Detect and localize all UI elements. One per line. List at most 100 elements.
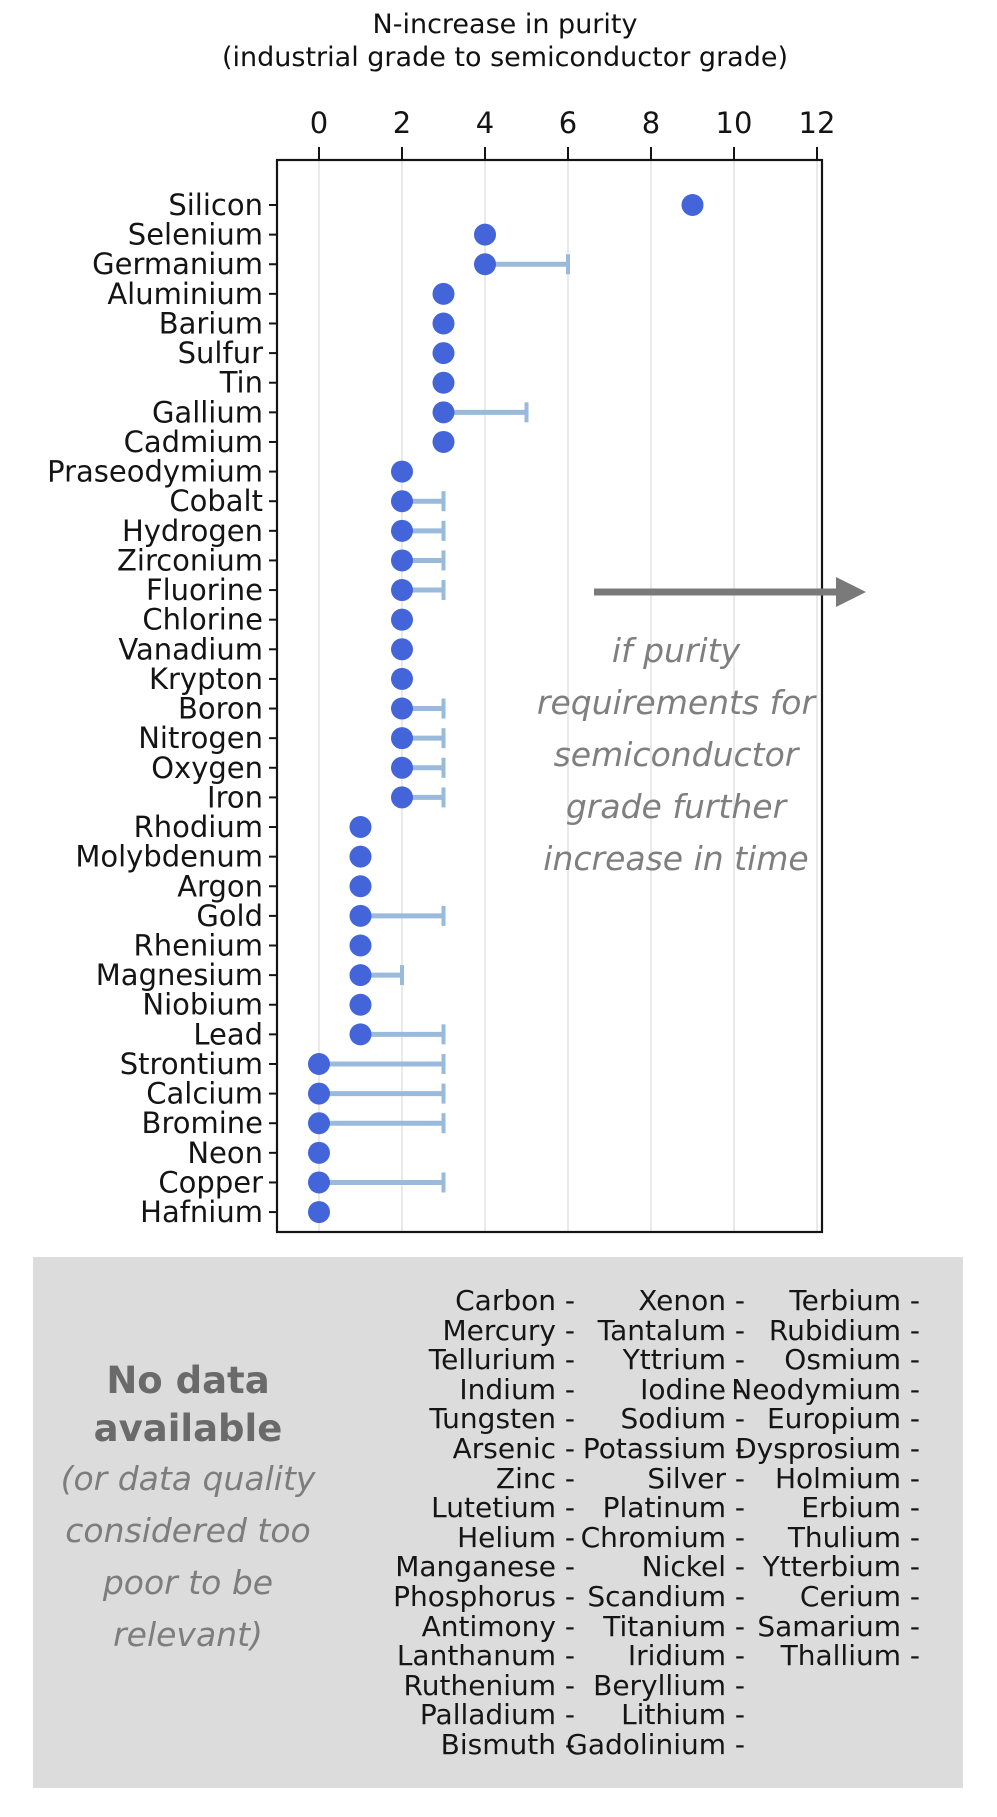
data-dot: [474, 253, 496, 276]
no-data-item: Nickel -: [641, 1550, 745, 1584]
no-data-item: Gadolinium -: [566, 1727, 745, 1761]
no-data-item: Rubidium -: [768, 1313, 920, 1347]
data-dot: [349, 1023, 372, 1046]
row-label: Copper: [158, 1165, 263, 1199]
data-dot: [391, 697, 413, 720]
no-data-item: Neodymium -: [731, 1372, 920, 1406]
no-data-item: Mercury -: [442, 1313, 575, 1347]
x-tick-label: 10: [716, 106, 753, 140]
no-data-item: Zinc -: [495, 1461, 575, 1495]
no-data-item: Indium -: [459, 1372, 575, 1406]
row-label: Oxygen: [151, 751, 263, 785]
no-data-item: Carbon -: [455, 1284, 575, 1317]
no-data-item: Ytterbium -: [762, 1550, 920, 1584]
row-label: Lead: [193, 1017, 263, 1051]
row-label: Cadmium: [124, 425, 263, 459]
data-dot: [349, 964, 372, 987]
row-label: Cobalt: [169, 484, 263, 518]
data-dot: [391, 638, 413, 661]
no-data-item: Platinum -: [602, 1491, 745, 1525]
no-data-panel: No data available (or data quality consi…: [33, 1257, 963, 1788]
chart-title: N-increase in purity (industrial grade t…: [200, 8, 810, 74]
x-tick-label: 4: [476, 106, 494, 140]
row-label: Selenium: [128, 218, 263, 252]
row-label: Neon: [187, 1136, 263, 1170]
data-dot: [432, 430, 455, 453]
data-dot: [391, 490, 413, 513]
no-data-item: Sodium -: [620, 1402, 745, 1436]
data-dot: [391, 727, 413, 750]
data-dot: [349, 875, 372, 898]
no-data-item: Iodine -: [640, 1372, 745, 1406]
data-dot: [308, 1082, 330, 1105]
no-data-item: Ruthenium -: [403, 1668, 575, 1702]
no-data-item: Silver -: [647, 1461, 745, 1495]
annotation-line: if purity: [612, 631, 741, 670]
no-data-item: Potassium -: [582, 1431, 745, 1465]
data-dot: [432, 312, 455, 335]
data-dot: [432, 401, 455, 424]
row-label: Nitrogen: [138, 721, 263, 755]
data-dot: [349, 934, 372, 957]
no-data-item: Phosphorus -: [393, 1579, 575, 1613]
no-data-item: Arsenic -: [452, 1431, 575, 1465]
chart-title-line1: N-increase in purity: [372, 9, 638, 40]
no-data-item: Samarium -: [757, 1609, 920, 1643]
no-data-item: Tungsten -: [429, 1402, 575, 1436]
no-data-item: Iridium -: [627, 1639, 745, 1673]
no-data-item: Holmium -: [774, 1461, 920, 1495]
row-label: Rhodium: [134, 810, 263, 844]
data-dot: [391, 608, 413, 631]
row-label: Rhenium: [134, 929, 263, 963]
row-label: Krypton: [149, 662, 263, 696]
row-label: Magnesium: [96, 958, 263, 992]
row-label: Niobium: [142, 988, 263, 1022]
plot-border: [275, 158, 824, 1234]
row-label: Sulfur: [178, 336, 263, 370]
no-data-item: Yttrium -: [622, 1343, 745, 1377]
data-dot: [432, 342, 455, 365]
no-data-item: Dysprosium -: [735, 1431, 920, 1465]
row-label: Molybdenum: [75, 840, 263, 874]
data-dot: [308, 1052, 330, 1075]
no-data-item: Lutetium -: [431, 1491, 575, 1525]
row-label: Silicon: [168, 188, 263, 222]
no-data-item: Lanthanum -: [396, 1639, 575, 1673]
no-data-item: Cerium -: [799, 1579, 920, 1613]
no-data-item: Tellurium -: [428, 1343, 575, 1377]
row-label: Zirconium: [117, 543, 263, 577]
purity-lollipop-chart: 0 2 4 6 8 10 12 SiliconSeleniumGermaniumAlumini…: [47, 106, 866, 1234]
no-data-item: Chromium -: [580, 1520, 745, 1554]
no-data-item: Beryllium -: [593, 1668, 745, 1702]
data-dot: [391, 667, 413, 690]
no-data-item: Helium -: [457, 1520, 575, 1554]
annotation-line: requirements for: [537, 683, 818, 722]
no-data-subheading: (or data quality considered too poor to …: [60, 1459, 316, 1654]
x-tick-label: 6: [559, 106, 577, 140]
no-data-item: Manganese -: [395, 1550, 575, 1584]
no-data-item: Lithium -: [621, 1698, 745, 1732]
x-tick-label: 12: [799, 106, 836, 140]
no-data-item: Terbium -: [789, 1284, 920, 1317]
no-data-column-1: Carbon - Mercury - Tellurium - Indium - Tung…: [325, 1286, 575, 1760]
data-dot: [391, 756, 413, 779]
no-data-column-2: Xenon - Tantalum - Yttrium - Iodine - Sodium…: [495, 1286, 745, 1760]
no-data-item: Palladium -: [419, 1698, 575, 1732]
no-data-heading: No data available: [93, 1359, 283, 1450]
no-data-item: Bismuth -: [440, 1727, 575, 1761]
data-dot: [432, 371, 455, 394]
data-dot: [308, 1171, 330, 1194]
row-label: Tin: [219, 366, 263, 400]
row-label: Bromine: [142, 1106, 263, 1140]
data-dot: [391, 460, 413, 483]
no-data-item: Tantalum -: [597, 1313, 745, 1347]
row-label: Argon: [177, 869, 263, 903]
row-label: Germanium: [92, 247, 263, 281]
data-dot: [391, 786, 413, 809]
row-label: Gallium: [152, 395, 263, 429]
data-dot: [349, 845, 372, 868]
annotation-line: semiconductor: [554, 735, 801, 774]
chart-title-line2: (industrial grade to semiconductor grade…: [222, 42, 788, 73]
no-data-item: Thulium -: [787, 1520, 920, 1554]
no-data-item: Titanium -: [603, 1609, 745, 1643]
